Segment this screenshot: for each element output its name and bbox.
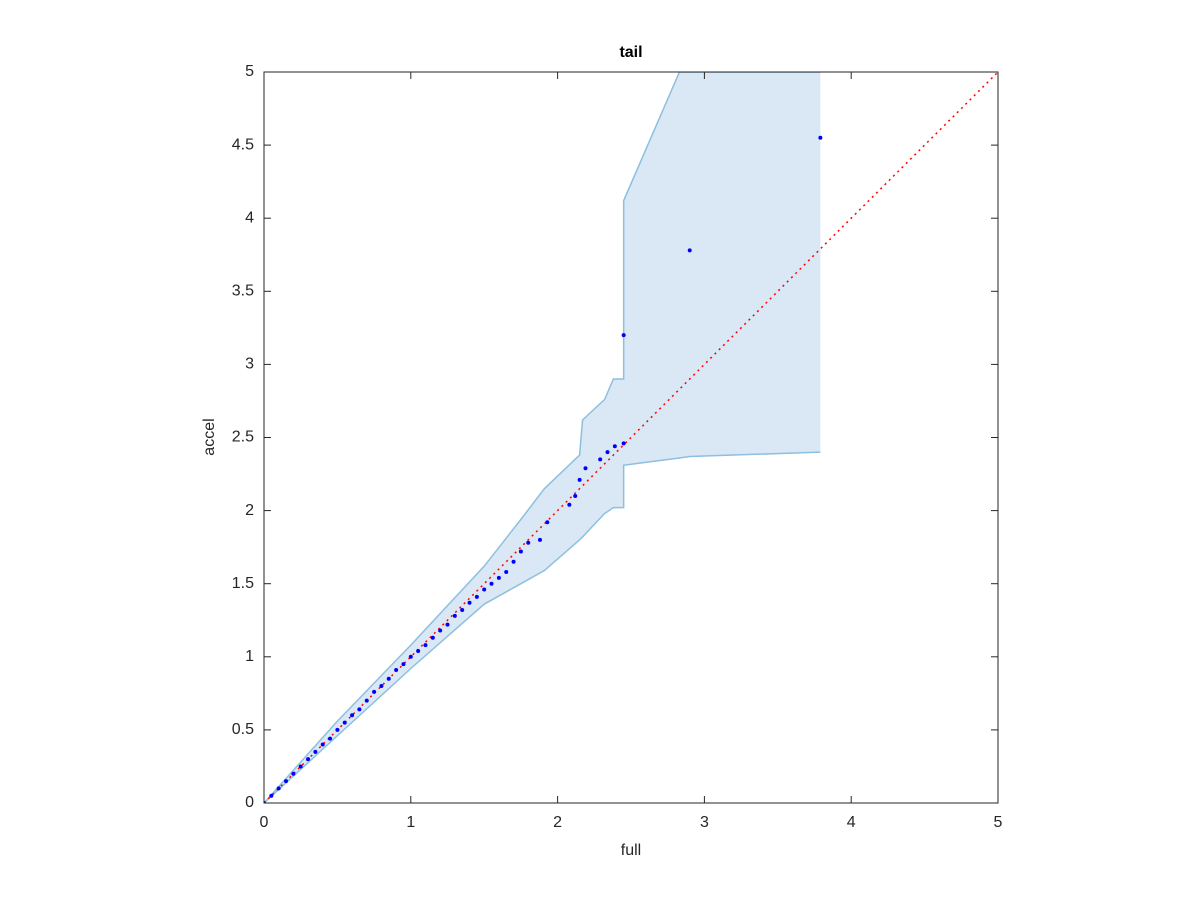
y-axis-label: accel xyxy=(201,418,218,455)
data-point xyxy=(605,450,610,455)
data-point xyxy=(511,559,516,564)
data-point xyxy=(313,749,318,754)
x-axis-label: full xyxy=(621,842,641,859)
band-lower-edge xyxy=(264,451,821,803)
data-point xyxy=(504,570,509,575)
data-point xyxy=(545,520,550,525)
band-upper-edge xyxy=(264,72,821,803)
reference-line xyxy=(264,72,998,803)
y-tick-label: 5 xyxy=(245,63,254,80)
y-tick-label: 3.5 xyxy=(232,283,254,300)
data-point xyxy=(342,720,347,725)
x-tick-label: 1 xyxy=(406,814,415,831)
data-point xyxy=(291,771,296,776)
data-point xyxy=(621,441,626,446)
data-point xyxy=(423,643,428,648)
data-point xyxy=(612,444,617,449)
data-point xyxy=(460,608,465,613)
data-point xyxy=(298,764,303,769)
data-point xyxy=(474,594,479,599)
data-point xyxy=(394,667,399,672)
x-tick-label: 4 xyxy=(847,814,856,831)
y-tick-label: 2 xyxy=(245,502,254,519)
data-point xyxy=(518,549,523,554)
data-point xyxy=(320,742,325,747)
data-point xyxy=(408,654,413,659)
data-point xyxy=(526,540,531,545)
data-point xyxy=(430,635,435,640)
confidence-band xyxy=(264,72,821,803)
data-point xyxy=(577,477,582,482)
data-point xyxy=(401,662,406,667)
y-tick-label: 1 xyxy=(245,648,254,665)
data-point xyxy=(306,757,311,762)
data-point xyxy=(276,786,281,791)
plot-area xyxy=(264,72,998,803)
data-point xyxy=(567,502,572,507)
y-tick-label: 2.5 xyxy=(232,429,254,446)
data-point xyxy=(269,793,274,798)
data-point xyxy=(687,248,692,253)
data-point xyxy=(357,707,362,712)
data-point xyxy=(445,622,450,627)
data-point xyxy=(496,575,501,580)
data-point xyxy=(350,713,355,718)
data-point xyxy=(489,581,494,586)
y-tick-label: 0.5 xyxy=(232,721,254,738)
data-point xyxy=(328,736,333,741)
data-point xyxy=(379,684,384,689)
data-point xyxy=(335,727,340,732)
data-point xyxy=(482,587,487,592)
y-tick-label: 4.5 xyxy=(232,136,254,153)
data-point xyxy=(284,779,289,784)
data-point xyxy=(598,457,603,462)
y-tick-label: 3 xyxy=(245,356,254,373)
x-tick-label: 3 xyxy=(700,814,709,831)
y-tick-label: 4 xyxy=(245,209,254,226)
x-tick-label: 2 xyxy=(553,814,562,831)
data-point xyxy=(364,698,369,703)
data-point xyxy=(438,628,443,633)
data-point xyxy=(467,600,472,605)
data-point xyxy=(573,493,578,498)
chart-title: tail xyxy=(619,44,642,61)
data-point xyxy=(818,135,823,140)
y-tick-label: 1.5 xyxy=(232,575,254,592)
x-tick-label: 0 xyxy=(260,814,269,831)
data-point xyxy=(372,689,377,694)
data-point xyxy=(621,333,626,338)
y-tick-label: 0 xyxy=(245,794,254,811)
data-point xyxy=(452,613,457,618)
data-point xyxy=(583,466,588,471)
data-point xyxy=(416,648,421,653)
data-point xyxy=(386,676,391,681)
data-point xyxy=(537,537,542,542)
x-tick-label: 5 xyxy=(994,814,1003,831)
